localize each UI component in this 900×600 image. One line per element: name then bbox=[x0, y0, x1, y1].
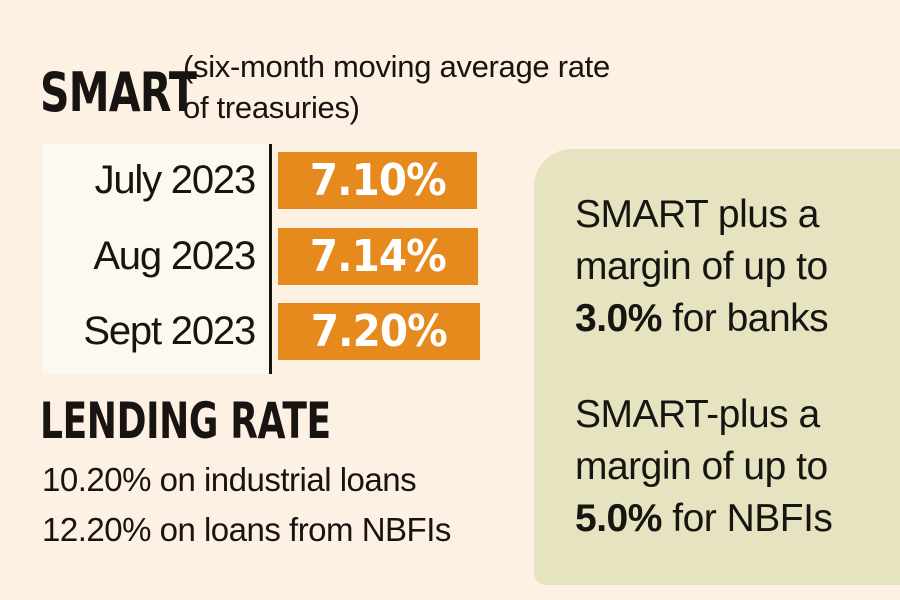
smart-subheading-line1: (six-month moving average rate bbox=[183, 49, 610, 84]
margin-note-nbfis-line2: margin of up to bbox=[575, 445, 828, 488]
rate-value-aug: 7.14% bbox=[310, 231, 447, 282]
rate-table-label-column bbox=[43, 144, 272, 374]
smart-subheading: (six-month moving average rate of treasu… bbox=[183, 46, 610, 128]
margin-note-nbfis-line1: SMART-plus a bbox=[575, 393, 820, 436]
margin-note-banks: SMART plus a margin of up to 3.0% for ba… bbox=[575, 189, 829, 345]
rate-value-sept: 7.20% bbox=[311, 306, 448, 357]
rate-bar: 7.14% bbox=[278, 228, 478, 285]
margin-note-banks-line3: 3.0% for banks bbox=[575, 293, 829, 345]
row-label-aug: Aug 2023 bbox=[93, 234, 256, 278]
margin-note-nbfis-line3: 5.0% for NBFIs bbox=[575, 493, 833, 545]
margin-note-banks-line1: SMART plus a bbox=[575, 193, 820, 236]
row-label-july: July 2023 bbox=[94, 158, 257, 202]
lending-rate-nbfi: 12.20% on loans from NBFIs bbox=[42, 511, 451, 548]
margin-panel: SMART plus a margin of up to 3.0% for ba… bbox=[534, 149, 900, 585]
rate-bar: 7.20% bbox=[278, 303, 480, 360]
row-label-sept: Sept 2023 bbox=[83, 309, 256, 353]
lending-rate-heading: LENDING RATE bbox=[40, 392, 331, 450]
lending-rate-industrial: 10.20% on industrial loans bbox=[42, 461, 417, 498]
margin-note-nbfis-rest: for NBFIs bbox=[661, 497, 833, 540]
rate-value-july: 7.10% bbox=[309, 155, 447, 206]
smart-subheading-line2: of treasuries) bbox=[183, 90, 360, 125]
rate-bar: 7.10% bbox=[278, 152, 477, 209]
margin-note-banks-emphasis: 3.0% bbox=[575, 297, 662, 340]
margin-note-nbfis: SMART-plus a margin of up to 5.0% for NB… bbox=[575, 389, 833, 545]
lending-rate-lines: 10.20% on industrial loans 12.20% on loa… bbox=[42, 455, 451, 555]
margin-note-banks-line2: margin of up to bbox=[575, 245, 828, 288]
margin-note-banks-rest: for banks bbox=[661, 297, 829, 340]
margin-note-nbfis-emphasis: 5.0% bbox=[575, 497, 662, 540]
smart-heading: SMART bbox=[40, 61, 197, 124]
